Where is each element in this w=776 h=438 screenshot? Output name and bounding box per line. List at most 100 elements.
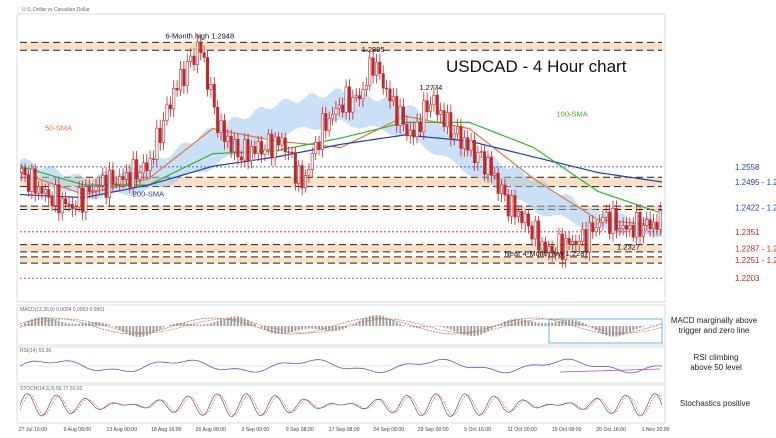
macd-bar	[530, 321, 533, 326]
candle-body	[124, 172, 128, 180]
macd-bar	[419, 326, 422, 328]
macd-bar	[358, 320, 361, 326]
macd-bar	[503, 321, 506, 326]
macd-bar	[622, 326, 625, 335]
candle-body	[570, 241, 574, 245]
macd-panel-frame	[16, 304, 666, 346]
candle-body	[513, 195, 517, 218]
candle-body	[631, 225, 635, 238]
candle-body	[192, 55, 196, 66]
macd-bar	[591, 326, 594, 329]
macd-bar	[37, 317, 40, 326]
candle-body	[628, 225, 632, 230]
macd-bar	[297, 326, 300, 331]
macd-bar	[203, 324, 206, 326]
candle-body	[23, 168, 27, 175]
macd-bar	[554, 321, 557, 326]
candle-body	[219, 120, 223, 133]
macd-bar	[287, 326, 290, 333]
macd-bar	[30, 319, 33, 326]
x-tick-label-1: 9 Aug 08:00	[63, 427, 91, 433]
candle-body	[516, 211, 520, 218]
macd-bar	[291, 326, 294, 332]
macd-bar	[196, 324, 199, 326]
candle-body	[381, 73, 385, 89]
macd-bar	[436, 326, 439, 327]
macd-bar	[138, 326, 141, 337]
candle-body	[564, 237, 568, 260]
macd-bar	[311, 326, 314, 329]
candle-body	[604, 211, 608, 218]
macd-bar	[250, 321, 253, 326]
macd-bar	[253, 323, 256, 326]
macd-bar	[608, 326, 611, 337]
macd-bar	[57, 320, 60, 326]
candle-body	[648, 219, 652, 229]
candle-body	[266, 133, 270, 151]
x-tick-label-9: 29 Sep 00:00	[418, 427, 449, 433]
candle-body	[145, 162, 149, 171]
level-label-4: 1.2287 - 1.2310	[735, 244, 776, 253]
candle-body	[195, 41, 199, 66]
macd-bar	[328, 326, 331, 331]
candle-body	[496, 172, 500, 194]
macd-bar	[490, 326, 493, 330]
candle-body	[601, 217, 605, 223]
macd-bar	[155, 326, 158, 331]
candle-body	[449, 112, 453, 139]
stoch-panel-frame	[16, 384, 666, 424]
candle-body	[263, 149, 267, 155]
macd-bar	[351, 324, 354, 326]
macd-bar	[115, 326, 118, 329]
candle-body	[334, 107, 338, 115]
macd-bar	[388, 318, 391, 326]
macd-bar	[98, 322, 101, 326]
candle-body	[40, 186, 44, 194]
macd-bar	[331, 326, 334, 332]
candle-body	[439, 110, 443, 115]
macd-bar	[551, 322, 554, 326]
macd-bar	[47, 317, 50, 326]
level-label-0: 1.2558	[735, 163, 760, 172]
candle-body	[422, 100, 426, 132]
macd-bar	[443, 326, 446, 328]
candle-body	[320, 113, 324, 150]
candle-body	[135, 159, 139, 180]
macd-bar	[199, 324, 202, 326]
macd-bar	[635, 326, 638, 330]
macd-bar	[24, 322, 27, 326]
macd-bar	[399, 323, 402, 326]
macd-bar	[395, 322, 398, 326]
macd-line	[19, 317, 663, 335]
stoch-header: STOCH(14,3,3) 56.77 50.92	[20, 386, 83, 392]
candle-body	[567, 237, 571, 245]
candle-body	[314, 141, 318, 154]
candle-body	[621, 225, 625, 229]
macd-bar	[578, 321, 581, 326]
level-label-6: 1.2203	[735, 274, 760, 283]
candle-body	[128, 172, 132, 188]
candle-body	[300, 165, 304, 189]
macd-bar	[382, 316, 385, 326]
candle-body	[297, 165, 301, 184]
macd-bar	[179, 323, 182, 326]
candle-body	[37, 186, 41, 194]
macd-bar	[429, 326, 432, 327]
candle-body	[155, 127, 159, 160]
candle-body	[20, 168, 24, 173]
candle-body	[239, 156, 243, 161]
candle-body	[280, 137, 284, 146]
candle-body	[537, 220, 541, 251]
candle-body	[608, 211, 612, 234]
macd-bar	[304, 326, 307, 329]
zone-band-1	[20, 177, 662, 187]
macd-bar	[149, 326, 152, 335]
candle-body	[283, 137, 287, 152]
chart-title: USDCAD - 4 Hour chart	[446, 57, 627, 76]
candle-body	[229, 135, 233, 153]
candle-body	[50, 197, 54, 206]
candle-body	[276, 136, 280, 146]
candle-body	[222, 120, 226, 142]
candle-body	[87, 186, 91, 192]
